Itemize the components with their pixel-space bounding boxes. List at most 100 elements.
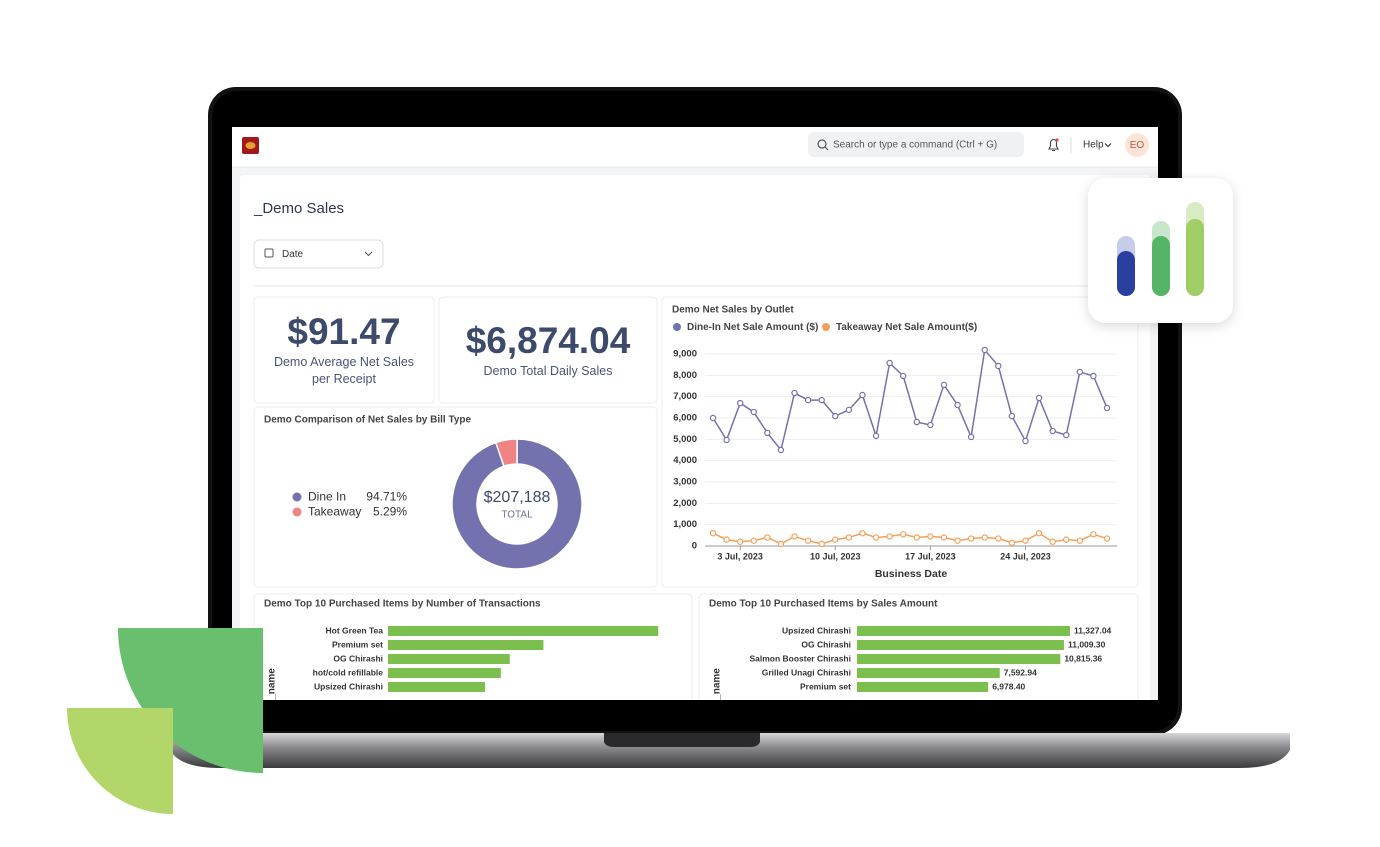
line-point	[1035, 394, 1043, 402]
line-point	[1022, 437, 1029, 445]
bar	[857, 668, 1000, 678]
line-point	[1049, 538, 1056, 545]
line-point	[954, 401, 961, 409]
line-point	[1076, 537, 1084, 544]
icon-bar	[1117, 251, 1135, 296]
kpi-card	[438, 296, 658, 404]
kpi-card	[253, 296, 435, 404]
bar	[857, 682, 989, 692]
search-box[interactable]	[808, 132, 1024, 157]
legend-label: Dine-In Net Sale Amount ($)	[687, 322, 818, 333]
value-label: 6,978.40	[992, 681, 1025, 691]
legend-label: Dine In	[308, 490, 346, 504]
y-tick-label: 4,000	[673, 455, 697, 466]
page-title: _Demo Sales	[253, 200, 344, 217]
line-point	[723, 436, 730, 444]
line-point	[927, 421, 934, 429]
donut-center-label: TOTAL	[501, 510, 533, 521]
chart-title: Demo Net Sales by Outlet	[672, 305, 794, 316]
laptop-base	[170, 733, 1290, 768]
value-label: 10,815.36	[1064, 653, 1102, 663]
line-point	[1063, 431, 1070, 439]
line-point	[750, 408, 757, 416]
kpi-value: $6,874.04	[465, 319, 631, 361]
line-point	[709, 530, 717, 537]
category-label: Upsized Chirashi	[314, 681, 383, 691]
search-icon	[817, 139, 827, 149]
line-point	[967, 433, 975, 441]
line-point	[750, 537, 757, 544]
line-point	[845, 534, 853, 541]
y-tick-label: 9,000	[673, 349, 697, 360]
search-placeholder: Search or type a command (Ctrl + G)	[833, 140, 997, 151]
line-point	[1090, 531, 1097, 538]
bar	[388, 640, 544, 650]
bar	[857, 654, 1061, 664]
line-point	[1063, 536, 1070, 543]
x-tick-label: 17 Jul, 2023	[905, 551, 956, 561]
date-filter[interactable]	[253, 239, 384, 269]
line-point	[859, 391, 866, 399]
y-tick-label: 2,000	[673, 498, 697, 509]
line-point	[981, 534, 988, 541]
line-point	[981, 346, 988, 354]
line-point	[859, 530, 866, 537]
line-point	[927, 533, 934, 540]
line-point	[886, 533, 893, 540]
filter-caret	[364, 251, 373, 257]
icon-bar	[1152, 236, 1170, 296]
category-label: Grilled Unagi Chirashi	[762, 667, 851, 677]
legend-value: 5.29%	[373, 505, 407, 519]
legend-label: Takeaway	[308, 505, 361, 519]
line-point	[736, 399, 744, 407]
line-point	[872, 534, 880, 541]
x-tick-label: 10 Jul, 2023	[810, 551, 861, 561]
line-point	[804, 396, 812, 404]
value-label: 7,592.94	[1004, 667, 1037, 677]
category-label: Premium set	[332, 639, 383, 649]
y-axis-label: _name	[267, 668, 278, 701]
category-label: Salmon Booster Chirashi	[749, 653, 851, 663]
avatar[interactable]	[1125, 133, 1149, 157]
donut-slice	[451, 438, 583, 570]
line-point	[995, 535, 1002, 542]
value-label: 11,009.30	[1068, 639, 1106, 649]
y-tick-label: 3,000	[673, 477, 697, 488]
chart-card	[661, 296, 1139, 588]
category-label: OG Chirashi	[333, 653, 383, 663]
y-tick-label: 0	[692, 541, 697, 552]
line-point	[1049, 427, 1056, 435]
line-point	[954, 537, 961, 544]
bar	[388, 668, 501, 678]
kpi-value: $91.47	[287, 311, 401, 352]
y-axis-label: _name	[712, 668, 723, 701]
line-point	[1035, 530, 1043, 537]
donut-center-value: $207,188	[484, 489, 551, 506]
line-point	[736, 538, 744, 545]
line-point	[913, 534, 920, 541]
line-point	[764, 429, 771, 437]
line-series	[712, 348, 1108, 452]
line-point	[995, 362, 1002, 370]
legend-swatch	[292, 507, 302, 517]
category-label: Upsized Chirashi	[782, 625, 851, 635]
screen: Search or type a command (Ctrl + G) Help…	[232, 127, 1158, 701]
y-tick-label: 7,000	[673, 391, 697, 402]
legend-swatch	[673, 323, 681, 331]
y-tick-label: 8,000	[673, 370, 697, 381]
avatar-initials: EO	[1130, 140, 1145, 151]
line-point	[940, 534, 948, 541]
help-menu[interactable]: Help	[1083, 140, 1104, 151]
calendar-icon	[264, 248, 274, 258]
y-tick-label: 5,000	[673, 434, 697, 445]
legend-swatch	[822, 323, 830, 331]
line-point	[1103, 404, 1111, 412]
kpi: $91.47 Demo Average Net Sales per Receip…	[254, 297, 434, 403]
chart-title: Demo Comparison of Net Sales by Bill Typ…	[264, 415, 472, 426]
legend-label: Takeaway Net Sale Amount($)	[836, 322, 977, 333]
line-point	[818, 540, 825, 548]
line-point	[1103, 535, 1111, 542]
bell-icon[interactable]	[1048, 139, 1059, 152]
